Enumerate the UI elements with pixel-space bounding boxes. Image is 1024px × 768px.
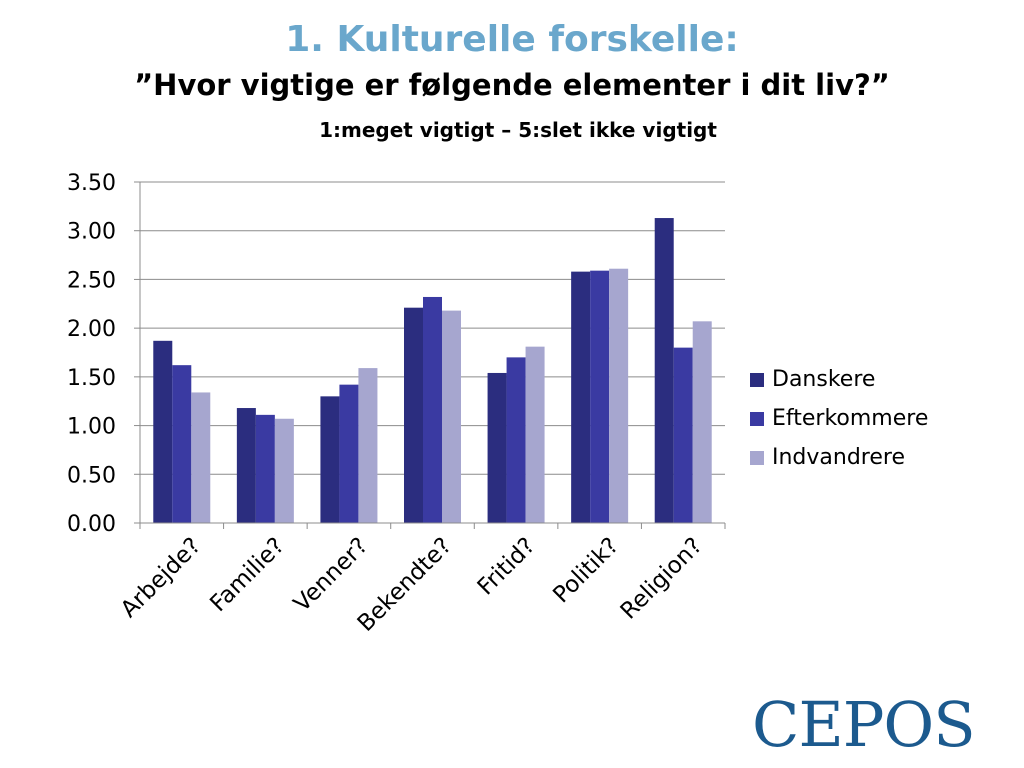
x-category-label: Religion? <box>616 533 708 625</box>
x-category-label: Politik? <box>548 533 624 609</box>
bar-danskere-religion <box>654 218 674 523</box>
legend-item-efterkommere: Efterkommere <box>750 399 928 438</box>
x-category-label: Arbejde? <box>116 533 206 623</box>
bar-indvandrere-arbejde <box>191 392 211 523</box>
bar-danskere-arbejde <box>153 340 173 523</box>
bar-efterkommere-familie <box>255 414 275 523</box>
chart-legend: Danskere Efterkommere Indvandrere <box>750 360 928 477</box>
x-category-label: Venner? <box>289 533 373 617</box>
legend-swatch-danskere <box>750 372 764 387</box>
y-tick-label: 2.00 <box>67 317 116 342</box>
bar-efterkommere-venner <box>339 384 359 523</box>
bar-danskere-fritid <box>487 372 507 523</box>
bar-efterkommere-arbejde <box>172 365 192 523</box>
y-tick-label: 3.00 <box>67 220 116 245</box>
y-tick-label: 1.50 <box>67 366 116 391</box>
legend-item-indvandrere: Indvandrere <box>750 438 928 477</box>
bar-efterkommere-fritid <box>506 357 526 523</box>
legend-item-danskere: Danskere <box>750 360 928 399</box>
bar-danskere-familie <box>236 408 256 523</box>
bar-indvandrere-familie <box>274 418 294 523</box>
bar-indvandrere-politik <box>609 268 629 523</box>
bar-indvandrere-fritid <box>525 346 545 523</box>
y-tick-label: 0.00 <box>67 512 116 537</box>
bar-indvandrere-religion <box>692 321 712 523</box>
y-tick-label: 2.50 <box>67 268 116 293</box>
legend-swatch-efterkommere <box>750 411 764 426</box>
bar-danskere-politik <box>571 271 591 523</box>
x-category-label: Fritid? <box>473 533 541 601</box>
legend-label: Efterkommere <box>772 406 929 431</box>
slide-title: 1. Kulturelle forskelle: <box>285 19 739 60</box>
bar-danskere-bekendte <box>404 307 423 523</box>
y-tick-label: 0.50 <box>67 463 116 488</box>
legend-label: Danskere <box>772 367 876 392</box>
y-tick-label: 3.50 <box>67 171 116 196</box>
bar-efterkommere-religion <box>673 347 693 523</box>
x-category-label: Familie? <box>205 533 289 617</box>
legend-swatch-indvandrere <box>750 450 764 465</box>
bar-indvandrere-venner <box>358 368 378 523</box>
slide-subtitle: ”Hvor vigtige er følgende elementer i di… <box>134 68 890 102</box>
legend-label: Indvandrere <box>772 445 905 470</box>
cepos-logo: CEPOS <box>752 688 976 761</box>
bar-efterkommere-bekendte <box>423 296 442 523</box>
bar-efterkommere-politik <box>590 270 610 523</box>
bar-indvandrere-bekendte <box>442 310 461 523</box>
scale-note: 1:meget vigtigt – 5:slet ikke vigtigt <box>319 118 717 142</box>
y-tick-label: 1.00 <box>67 415 116 440</box>
bar-danskere-venner <box>320 396 340 523</box>
